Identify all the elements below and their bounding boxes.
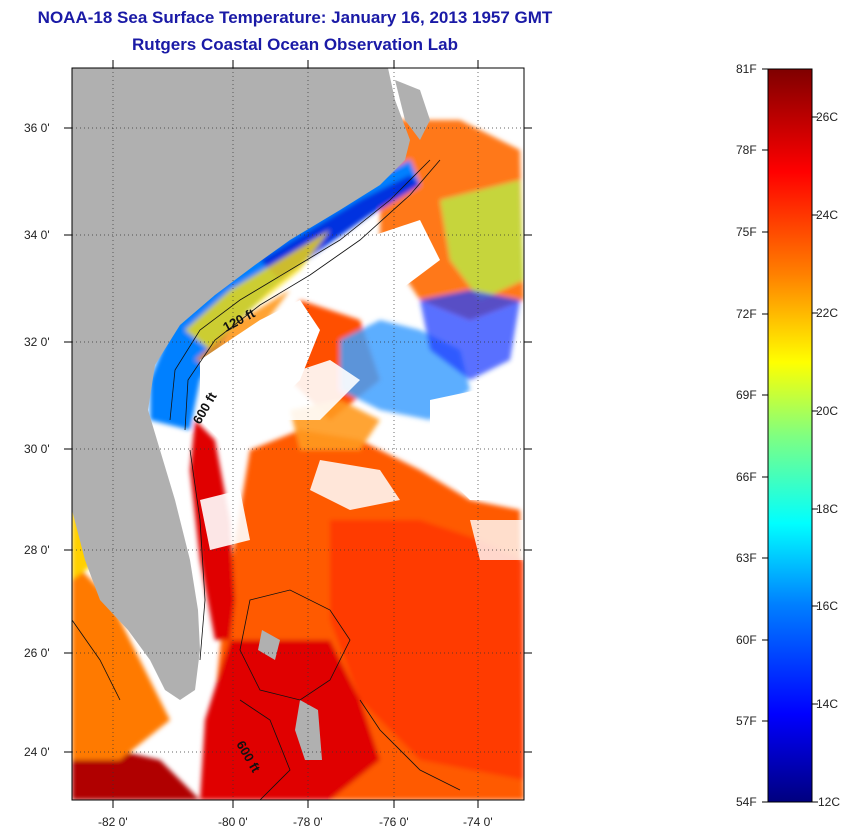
cb-label-69f: 69F bbox=[736, 388, 757, 402]
cb-label-66f: 66F bbox=[736, 470, 757, 484]
bahamas-land-2 bbox=[295, 700, 322, 760]
lat-label-30: 30 0' bbox=[24, 442, 50, 456]
longitude-labels: -82 0' -80 0' -78 0' -76 0' -74 0' bbox=[98, 815, 493, 829]
cb-label-81f: 81F bbox=[736, 62, 757, 76]
map-title: NOAA-18 Sea Surface Temperature: January… bbox=[37, 8, 553, 27]
map-frame bbox=[71, 67, 525, 801]
cb-label-14c: 14C bbox=[816, 697, 838, 711]
colorbar: 81F 78F 75F 72F 69F 66F 63F 60F 57F 54F … bbox=[736, 62, 840, 809]
cb-label-22c: 22C bbox=[816, 306, 838, 320]
lon-label-74: -74 0' bbox=[463, 815, 493, 829]
lon-label-80: -80 0' bbox=[218, 815, 248, 829]
map-area: 120 ft 600 ft 600 ft bbox=[72, 68, 524, 800]
lat-label-26: 26 0' bbox=[24, 646, 50, 660]
bahamas-land-1 bbox=[258, 630, 280, 660]
cb-label-20c: 20C bbox=[816, 404, 838, 418]
cb-label-57f: 57F bbox=[736, 714, 757, 728]
lat-label-34: 34 0' bbox=[24, 228, 50, 242]
us-coastline-land bbox=[72, 68, 410, 700]
lon-label-76: -76 0' bbox=[379, 815, 409, 829]
cb-label-12c: 12C bbox=[818, 795, 840, 809]
isobath-contours bbox=[72, 159, 461, 800]
lat-label-32: 32 0' bbox=[24, 335, 50, 349]
lon-label-78: -78 0' bbox=[293, 815, 323, 829]
cb-label-24c: 24C bbox=[816, 208, 838, 222]
latitude-labels: 36 0' 34 0' 32 0' 30 0' 28 0' 26 0' 24 0… bbox=[24, 121, 50, 759]
lon-label-82: -82 0' bbox=[98, 815, 128, 829]
cb-label-60f: 60F bbox=[736, 633, 757, 647]
cb-label-63f: 63F bbox=[736, 551, 757, 565]
map-subtitle: Rutgers Coastal Ocean Observation Lab bbox=[132, 35, 458, 54]
cb-label-54f: 54F bbox=[736, 795, 757, 809]
lat-label-28: 28 0' bbox=[24, 543, 50, 557]
colorbar-bar bbox=[767, 68, 813, 803]
cb-label-26c: 26C bbox=[816, 110, 838, 124]
cloud-cover bbox=[200, 220, 524, 560]
celsius-labels: 26C 24C 22C 20C 18C 16C 14C 12C bbox=[816, 110, 840, 809]
outer-banks-land bbox=[395, 80, 430, 140]
cb-label-72f: 72F bbox=[736, 307, 757, 321]
cb-label-75f: 75F bbox=[736, 225, 757, 239]
colorbar-ticks bbox=[762, 68, 818, 803]
lat-label-24: 24 0' bbox=[24, 745, 50, 759]
cb-label-78f: 78F bbox=[736, 143, 757, 157]
cb-label-16c: 16C bbox=[816, 599, 838, 613]
cb-label-18c: 18C bbox=[816, 502, 838, 516]
map-gridlines bbox=[72, 68, 524, 800]
fahrenheit-labels: 81F 78F 75F 72F 69F 66F 63F 60F 57F 54F bbox=[736, 62, 757, 809]
lat-label-36: 36 0' bbox=[24, 121, 50, 135]
map-ticks bbox=[64, 60, 532, 808]
